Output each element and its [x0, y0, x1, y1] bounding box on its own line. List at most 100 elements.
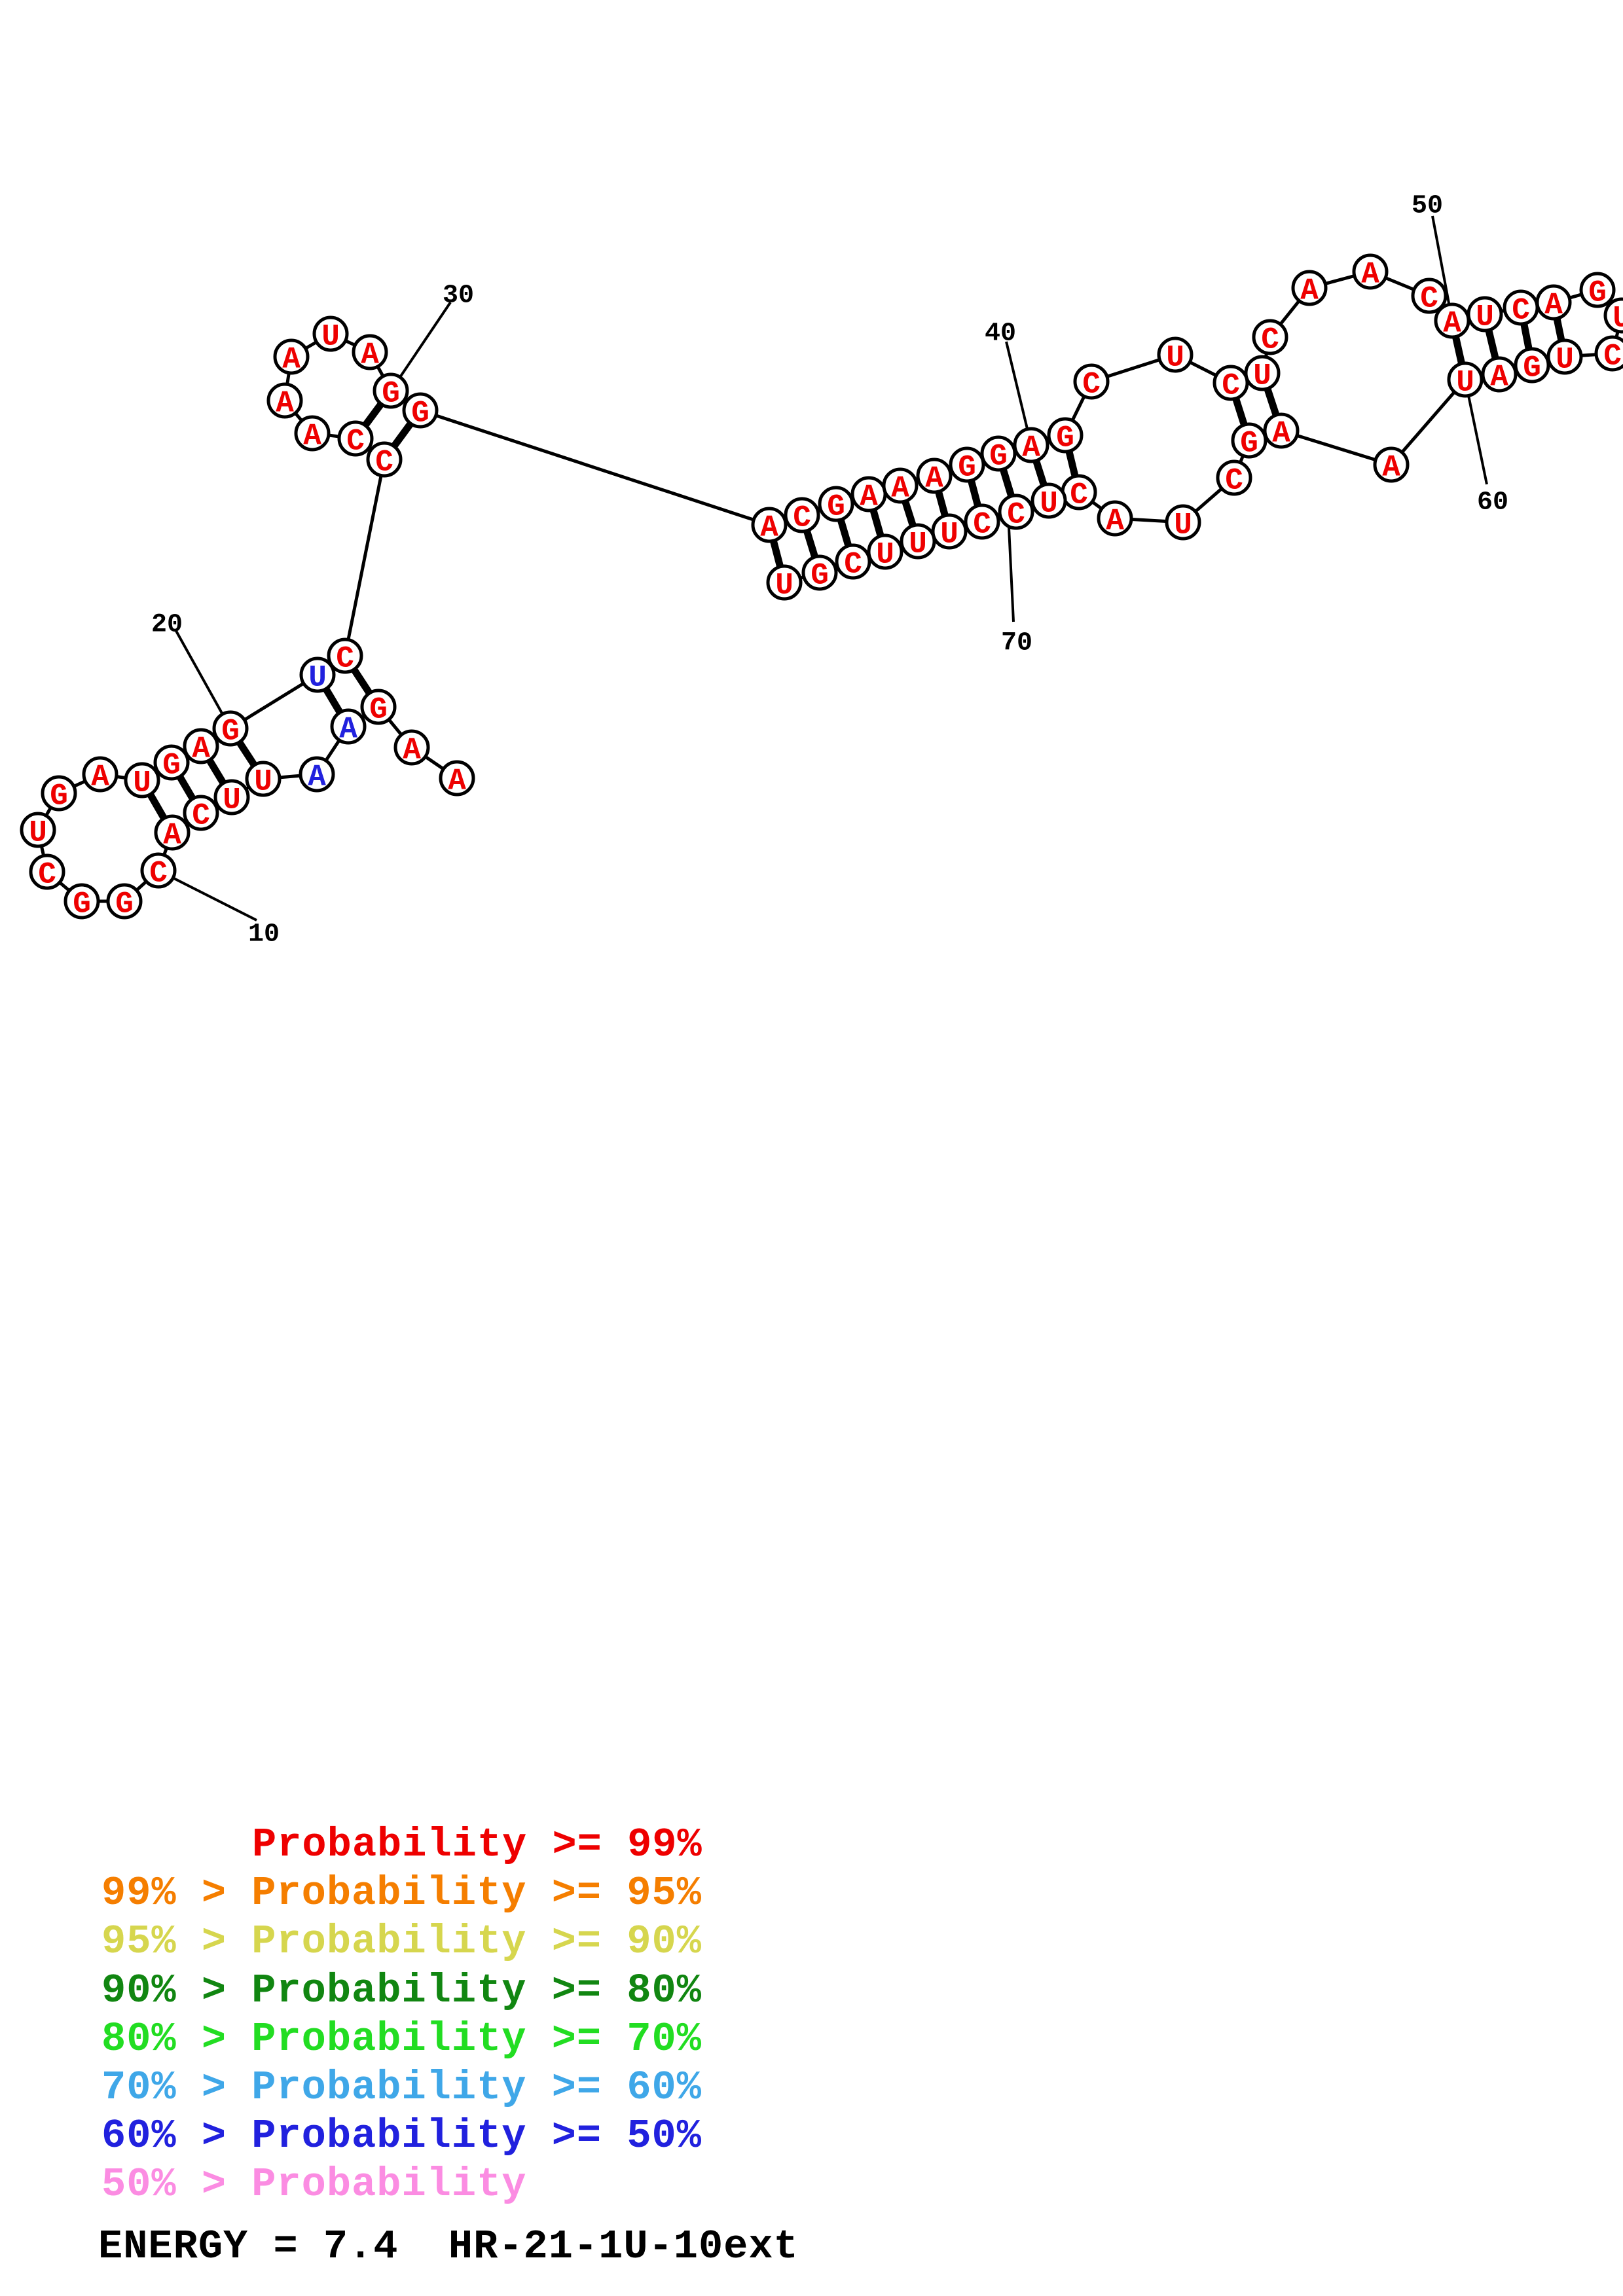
nucleotide-letter: G	[1523, 351, 1541, 386]
nucleotide-circle	[949, 446, 985, 483]
nucleotide-circle	[106, 883, 143, 920]
nucleotide-circle	[1535, 284, 1572, 321]
legend-row-p99: Probability >= 99%	[252, 1821, 702, 1868]
nucleotide-letter: C	[1225, 464, 1243, 498]
nucleotide-letter: U	[1253, 359, 1271, 393]
nucleotide-letter: U	[133, 766, 151, 800]
nucleotide-circle	[1097, 500, 1133, 537]
nucleotide-circle	[1579, 272, 1616, 308]
nucleotide-circle	[1514, 347, 1550, 384]
nucleotide-letter: A	[403, 734, 421, 768]
nucleotide-letter: A	[891, 472, 909, 506]
nucleotide-circle	[1447, 361, 1484, 398]
nucleotide-letter: A	[1382, 451, 1400, 485]
nucleotide-circle	[266, 382, 303, 419]
nucleotide-circle	[916, 457, 953, 494]
nucleotide-circle	[1594, 335, 1623, 372]
position-number-label: 10	[248, 920, 280, 949]
nucleotide-circle	[124, 762, 160, 798]
nucleotide-letter: U	[1456, 366, 1474, 400]
legend-row-60-70: 70% > Probability >= 60%	[101, 2064, 702, 2111]
nucleotide-circle	[1030, 482, 1067, 519]
position-number-label: 50	[1412, 191, 1443, 221]
nucleotide-letter: A	[1544, 289, 1563, 323]
nucleotide-circle	[212, 710, 249, 747]
nucleotide-circle	[1467, 296, 1503, 332]
nucleotide-circle	[1157, 336, 1194, 373]
position-number-label: 70	[1001, 628, 1032, 658]
nucleotide-circle	[1291, 270, 1328, 306]
nucleotide-letter: A	[303, 420, 321, 454]
position-number-label: 40	[985, 319, 1016, 348]
nucleotide-circle	[835, 543, 871, 580]
nucleotide-circle	[1411, 278, 1448, 314]
nucleotide-circle	[1013, 427, 1049, 463]
nucleotide-letter: A	[1106, 505, 1124, 539]
nucleotide-circle	[980, 435, 1017, 472]
legend-row-95-99: 99% > Probability >= 95%	[101, 1870, 702, 1916]
legend-row-70-80: 80% > Probability >= 70%	[101, 2016, 702, 2062]
nucleotide-circle	[29, 853, 65, 890]
nucleotide-letter: C	[1512, 294, 1530, 328]
nucleotide-letter: A	[860, 480, 878, 514]
nucleotide-letter: C	[973, 508, 991, 542]
nucleotide-circle	[82, 756, 119, 793]
legend-row-90-95: 95% > Probability >= 90%	[101, 1918, 702, 1965]
position-number-label: 30	[443, 281, 474, 310]
nucleotide-letter: A	[361, 338, 379, 372]
nucleotide-circle	[867, 533, 903, 570]
backbone-segment	[420, 408, 770, 527]
nucleotide-letter: A	[1022, 431, 1040, 465]
nucleotide-circle	[299, 756, 335, 793]
nucleotide-letter: G	[369, 693, 388, 727]
nucleotide-letter: A	[1300, 274, 1319, 308]
nucleotide-letter: C	[1082, 368, 1101, 402]
nucleotide-circle	[439, 760, 475, 797]
nucleotide-letter: U	[1166, 341, 1184, 375]
nucleotide-letter: C	[1222, 369, 1240, 403]
nucleotide-letter: A	[760, 511, 778, 545]
nucleotide-circle	[1073, 363, 1110, 400]
nucleotide-letter: C	[375, 446, 393, 480]
nucleotide-letter: A	[192, 732, 210, 766]
nucleotide-circle	[964, 503, 1000, 540]
nucleotide-letter: G	[411, 397, 429, 431]
nucleotide-letter: A	[163, 819, 181, 853]
nucleotide-letter: G	[50, 780, 68, 814]
nucleotide-circle	[1481, 356, 1518, 393]
nucleotide-letter: A	[1443, 307, 1461, 341]
nucleotide-letter: A	[1361, 258, 1379, 292]
nucleotide-letter: U	[1040, 487, 1058, 521]
nucleotide-letter: A	[925, 462, 943, 496]
nucleotide-letter: G	[382, 377, 400, 411]
nucleotide-circle	[1252, 319, 1288, 355]
backbone-segment	[1281, 429, 1392, 467]
nucleotide-circle	[327, 637, 363, 674]
nucleotide-circle	[998, 493, 1034, 530]
nucleotide-circle	[312, 315, 349, 352]
nucleotide-letter: A	[91, 761, 109, 795]
nucleotide-circle	[20, 812, 56, 848]
nucleotide-letter: C	[1261, 323, 1279, 357]
nucleotide-circle	[1603, 297, 1623, 334]
nucleotide-letter: A	[276, 387, 294, 421]
nucleotide-circle	[352, 334, 388, 370]
nucleotide-letter: G	[162, 749, 181, 783]
nucleotide-letter: U	[1613, 302, 1623, 336]
nucleotide-letter: U	[940, 518, 958, 552]
nucleotide-circle	[1216, 459, 1252, 496]
label-pointer-line	[158, 869, 257, 922]
nucleotide-letter: C	[192, 799, 210, 833]
nucleotide-letter: A	[308, 761, 326, 795]
nucleotide-letter: U	[876, 538, 894, 572]
nucleotide-circle	[784, 497, 820, 533]
nucleotide-circle	[900, 523, 936, 560]
nucleotide-circle	[360, 689, 397, 725]
nucleotide-circle	[801, 554, 838, 591]
nucleotide-circle	[153, 744, 190, 781]
nucleotide-letter: G	[827, 490, 845, 524]
nucleotide-letter: A	[339, 713, 357, 747]
nucleotide-letter: A	[1272, 417, 1290, 451]
nucleotide-letter: U	[1556, 343, 1574, 377]
